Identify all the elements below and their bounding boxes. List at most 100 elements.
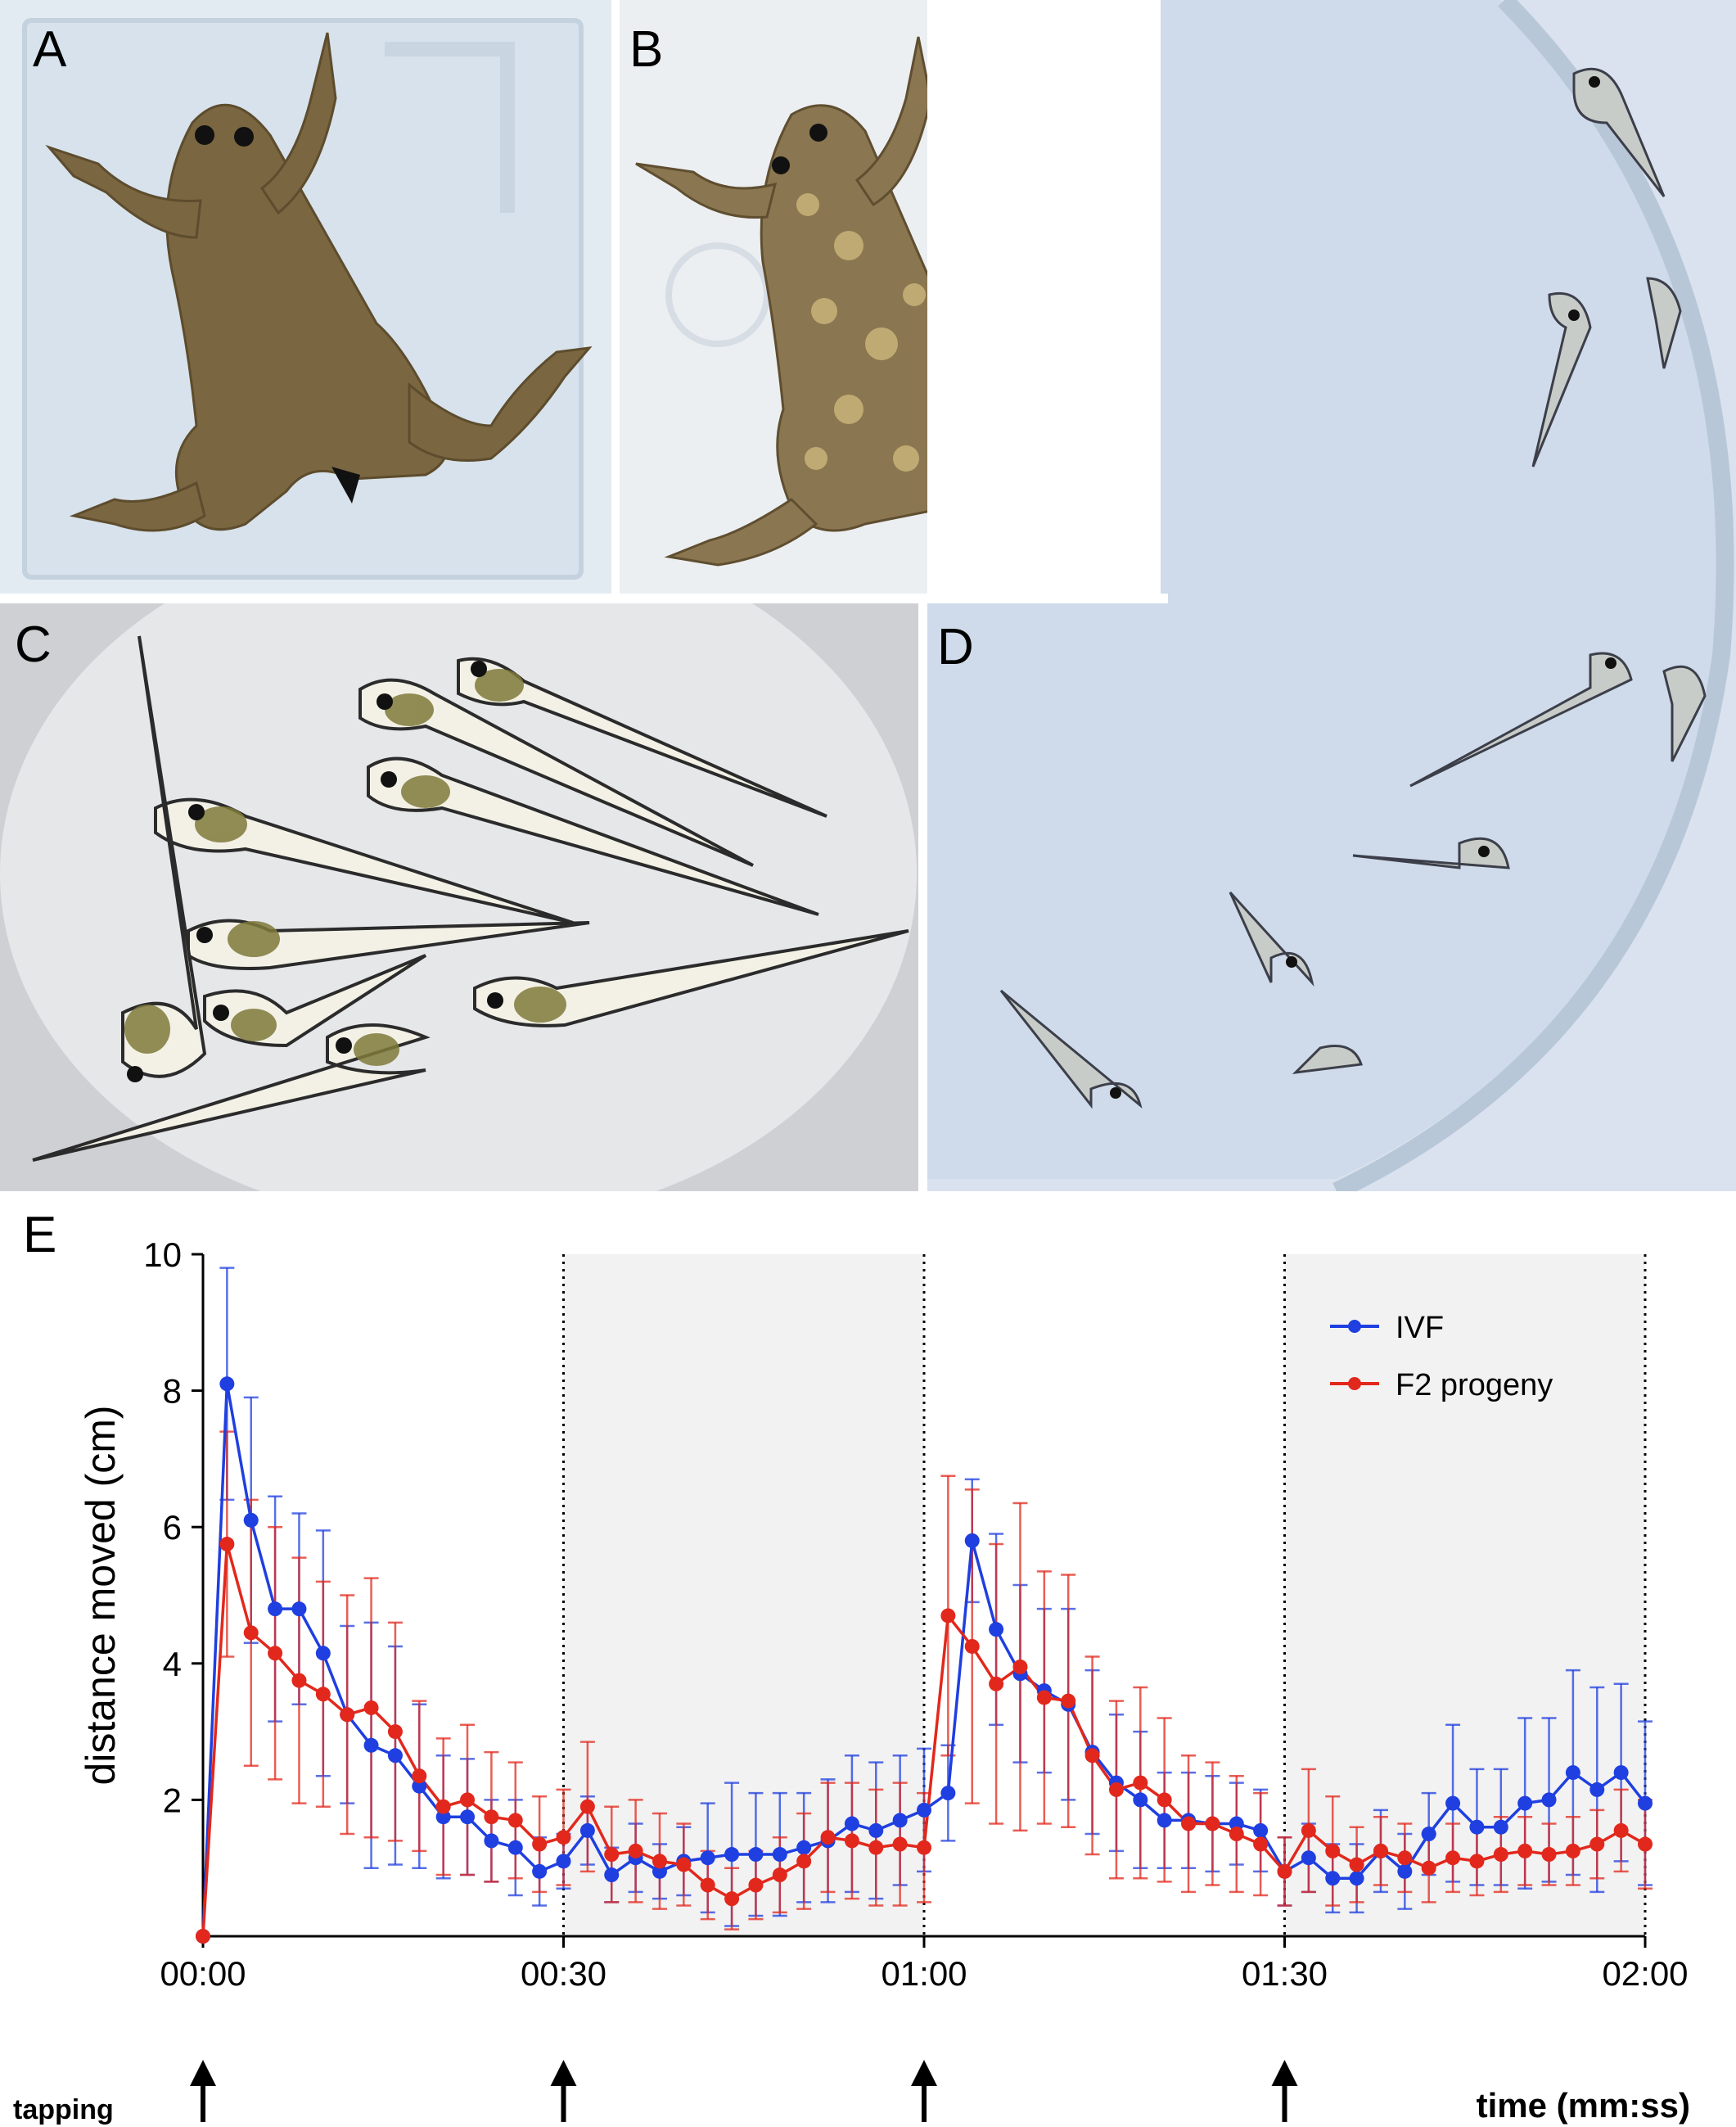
ivf-data-point [1397, 1863, 1413, 1879]
f2-data-point [1397, 1850, 1413, 1866]
f2-data-point [1133, 1775, 1148, 1791]
y-tick-label: 6 [163, 1508, 182, 1547]
f2-data-point [579, 1799, 595, 1814]
f2-data-point [460, 1792, 476, 1808]
ivf-data-point [363, 1737, 379, 1753]
tap-arrow-head [1271, 2060, 1298, 2086]
f2-data-point [1181, 1816, 1197, 1831]
f2-data-point [340, 1707, 355, 1723]
f2-data-point [628, 1843, 643, 1858]
ivf-data-point [1638, 1795, 1653, 1811]
ivf-data-point [772, 1847, 787, 1863]
f2-data-point [1349, 1857, 1364, 1872]
f2-data-point [532, 1836, 548, 1852]
ivf-data-point [604, 1867, 620, 1883]
f2-data-point [315, 1687, 331, 1702]
f2-data-point [291, 1673, 307, 1688]
f2-data-point [219, 1537, 235, 1552]
ivf-data-point [917, 1802, 931, 1818]
panel-gap-h [0, 594, 1168, 603]
ivf-data-point [484, 1833, 499, 1849]
ivf-data-point [724, 1847, 740, 1863]
f2-data-point [1613, 1822, 1629, 1838]
f2-data-point [556, 1830, 571, 1845]
ivf-data-point [964, 1533, 980, 1548]
ivf-data-point [268, 1601, 283, 1617]
legend-ivf-label: IVF [1396, 1311, 1444, 1345]
f2-data-point [1517, 1843, 1533, 1858]
f2-data-point [940, 1608, 956, 1623]
legend-f2-label: F2 progeny [1396, 1368, 1553, 1402]
f2-data-point [844, 1833, 859, 1849]
f2-data-point [676, 1857, 692, 1872]
f2-data-point [1108, 1782, 1124, 1797]
f2-data-point [1301, 1822, 1316, 1838]
f2-data-point [1157, 1792, 1172, 1808]
ivf-data-point [1421, 1827, 1436, 1842]
f2-data-point [1421, 1860, 1436, 1876]
x-tick-label: 00:00 [160, 1954, 246, 1993]
f2-data-point [1084, 1748, 1100, 1763]
panel-a-label: A [33, 21, 67, 78]
ivf-data-point [868, 1822, 884, 1838]
frog-a [45, 32, 593, 532]
x-tick-label: 00:30 [521, 1954, 606, 1993]
f2-data-point [1589, 1836, 1605, 1852]
f2-data-point [1012, 1659, 1028, 1674]
ivf-data-point [1349, 1871, 1364, 1886]
x-tick-label: 01:00 [881, 1954, 967, 1993]
ivf-data-point [507, 1840, 523, 1855]
x-tick-label: 02:00 [1602, 1954, 1688, 1993]
ivf-data-point [556, 1854, 571, 1869]
f2-data-point [1565, 1843, 1580, 1858]
ivf-data-point [1493, 1819, 1508, 1835]
f2-data-point [892, 1836, 908, 1852]
panel-d-photo: D [927, 0, 1736, 1191]
f2-data-point [1036, 1690, 1052, 1705]
f2-data-point [1541, 1847, 1557, 1863]
ivf-data-point [1589, 1782, 1605, 1797]
f2-data-point [268, 1646, 283, 1661]
shaded-region-0 [563, 1254, 924, 1936]
ivf-data-point [412, 1778, 427, 1794]
panel-c-label: C [15, 616, 52, 673]
ivf-data-point [291, 1601, 307, 1617]
ivf-data-point [892, 1813, 908, 1828]
legend: IVF F2 progeny [1330, 1311, 1553, 1402]
f2-data-point [820, 1830, 836, 1845]
tap-arrow-head [190, 2060, 216, 2086]
f2-data-point [435, 1799, 451, 1814]
ivf-data-point [940, 1786, 956, 1801]
f2-data-point [1325, 1843, 1341, 1858]
ivf-data-point [1229, 1816, 1244, 1831]
f2-data-point [1061, 1693, 1076, 1709]
f2-data-point [484, 1809, 499, 1825]
ivf-data-point [1541, 1792, 1557, 1808]
f2-data-point [796, 1854, 812, 1869]
f2-data-point [1469, 1854, 1485, 1869]
ivf-data-point [1565, 1765, 1580, 1781]
tap-arrow-head [550, 2060, 577, 2086]
f2-data-point [196, 1929, 210, 1944]
ivf-data-point [1613, 1765, 1629, 1781]
x-axis-label: time (mm:ss) [1477, 2086, 1690, 2125]
f2-data-point [1229, 1827, 1244, 1842]
f2-data-point [1253, 1836, 1269, 1852]
ivf-data-point [700, 1850, 715, 1866]
f2-data-point [387, 1724, 403, 1740]
f2-data-point [989, 1676, 1004, 1691]
f2-data-point [1373, 1843, 1388, 1858]
y-tick-label: 10 [143, 1235, 182, 1274]
tadpoles-d [999, 67, 1707, 1109]
ivf-data-point [219, 1376, 235, 1392]
panel-a-photo: A [0, 0, 611, 594]
f2-data-point [652, 1854, 667, 1869]
ivf-data-point [1517, 1795, 1533, 1811]
f2-data-point [1493, 1847, 1508, 1863]
x-tick-label: 01:30 [1242, 1954, 1328, 1993]
panel-d-label: D [937, 619, 974, 675]
f2-data-point [748, 1877, 764, 1893]
legend-f2-marker [1348, 1377, 1361, 1390]
ivf-data-point [435, 1809, 451, 1825]
tapping-label: tapping [13, 2094, 114, 2125]
